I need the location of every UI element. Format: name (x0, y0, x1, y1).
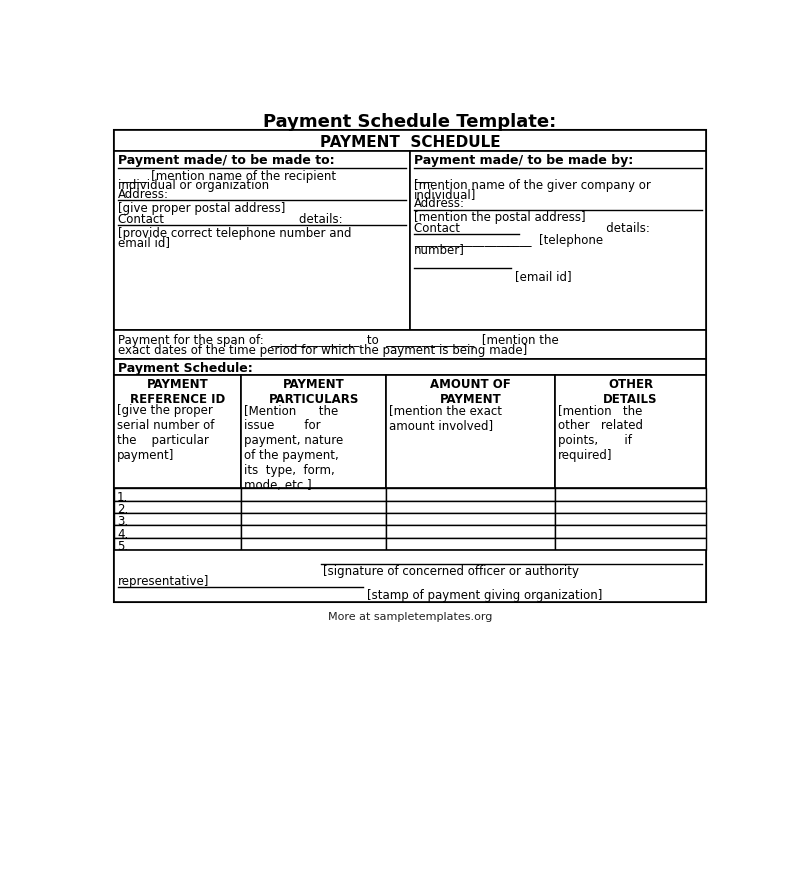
Bar (114, 488, 242, 500)
Text: 5.: 5. (117, 540, 128, 553)
Bar (114, 525, 242, 538)
Bar (386, 488, 555, 500)
Text: Contact                                    details:: Contact details: (118, 213, 342, 226)
Text: email id]: email id] (118, 236, 170, 248)
Text: Address:: Address: (118, 188, 169, 201)
Text: 1.: 1. (117, 491, 128, 504)
Text: individual or organization: individual or organization (118, 178, 269, 192)
Text: ____________________  [telephone: ____________________ [telephone (414, 234, 603, 247)
Bar (114, 374, 242, 488)
Text: ___: ___ (414, 170, 431, 183)
Text: [email id]: [email id] (514, 270, 571, 283)
Text: [mention the exact
amount involved]: [mention the exact amount involved] (390, 403, 502, 431)
Bar (410, 151, 706, 330)
Text: PAYMENT
REFERENCE ID: PAYMENT REFERENCE ID (130, 378, 226, 406)
Text: Address:: Address: (414, 198, 465, 210)
Text: Payment Schedule:: Payment Schedule: (118, 362, 253, 375)
Text: AMOUNT OF
PAYMENT: AMOUNT OF PAYMENT (430, 378, 511, 406)
Text: individual]: individual] (414, 188, 476, 201)
Bar (386, 374, 555, 488)
Text: [Mention      the
issue        for
payment, nature
of the payment,
its  type,  f: [Mention the issue for payment, nature o… (244, 403, 344, 492)
Bar (114, 130, 706, 151)
Bar (114, 130, 706, 602)
Text: [mention name of the giver company or: [mention name of the giver company or (414, 178, 650, 192)
Text: Payment made/ to be made by:: Payment made/ to be made by: (414, 154, 633, 167)
Bar (114, 359, 706, 374)
Text: PAYMENT
PARTICULARS: PAYMENT PARTICULARS (269, 378, 359, 406)
Bar (386, 513, 555, 525)
Bar (242, 525, 386, 538)
Text: _____ [mention name of the recipient: _____ [mention name of the recipient (118, 170, 336, 183)
Text: [stamp of payment giving organization]: [stamp of payment giving organization] (366, 589, 602, 601)
Bar (242, 374, 386, 488)
Bar (555, 488, 706, 500)
Text: number]: number] (414, 243, 465, 256)
Bar (242, 488, 386, 500)
Bar (114, 500, 242, 513)
Text: Payment Schedule Template:: Payment Schedule Template: (263, 113, 557, 130)
Bar (555, 374, 706, 488)
Bar (242, 513, 386, 525)
Text: [mention the postal address]: [mention the postal address] (414, 211, 586, 224)
Bar (242, 500, 386, 513)
Bar (242, 538, 386, 550)
Text: [give proper postal address]: [give proper postal address] (118, 202, 285, 215)
Bar (114, 538, 242, 550)
Bar (555, 525, 706, 538)
Bar (114, 550, 706, 602)
Text: 4.: 4. (117, 528, 128, 541)
Text: [signature of concerned officer or authority: [signature of concerned officer or autho… (322, 565, 578, 578)
Bar (114, 151, 410, 330)
Bar (114, 330, 706, 359)
Bar (114, 513, 242, 525)
Text: [give the proper
serial number of
the    particular
payment]: [give the proper serial number of the pa… (117, 403, 214, 462)
Text: representative]: representative] (118, 575, 210, 588)
Text: More at sampletemplates.org: More at sampletemplates.org (328, 612, 492, 621)
Bar (555, 500, 706, 513)
Text: exact dates of the time period for which the payment is being made]: exact dates of the time period for which… (118, 345, 527, 358)
Bar (555, 538, 706, 550)
Bar (386, 525, 555, 538)
Text: Contact                                       details:: Contact details: (414, 222, 650, 235)
Text: [mention   the
other   related
points,       if
required]: [mention the other related points, if re… (558, 403, 643, 462)
Text: 2.: 2. (117, 503, 128, 516)
Text: Payment made/ to be made to:: Payment made/ to be made to: (118, 154, 334, 167)
Text: Payment for the span of:  _______________  to  _______________  [mention the: Payment for the span of: _______________… (118, 333, 558, 346)
Text: [provide correct telephone number and: [provide correct telephone number and (118, 227, 351, 240)
Bar (386, 500, 555, 513)
Text: 3.: 3. (117, 515, 128, 528)
Bar (555, 513, 706, 525)
Bar (386, 538, 555, 550)
Text: PAYMENT  SCHEDULE: PAYMENT SCHEDULE (320, 135, 500, 150)
Text: OTHER
DETAILS: OTHER DETAILS (603, 378, 658, 406)
